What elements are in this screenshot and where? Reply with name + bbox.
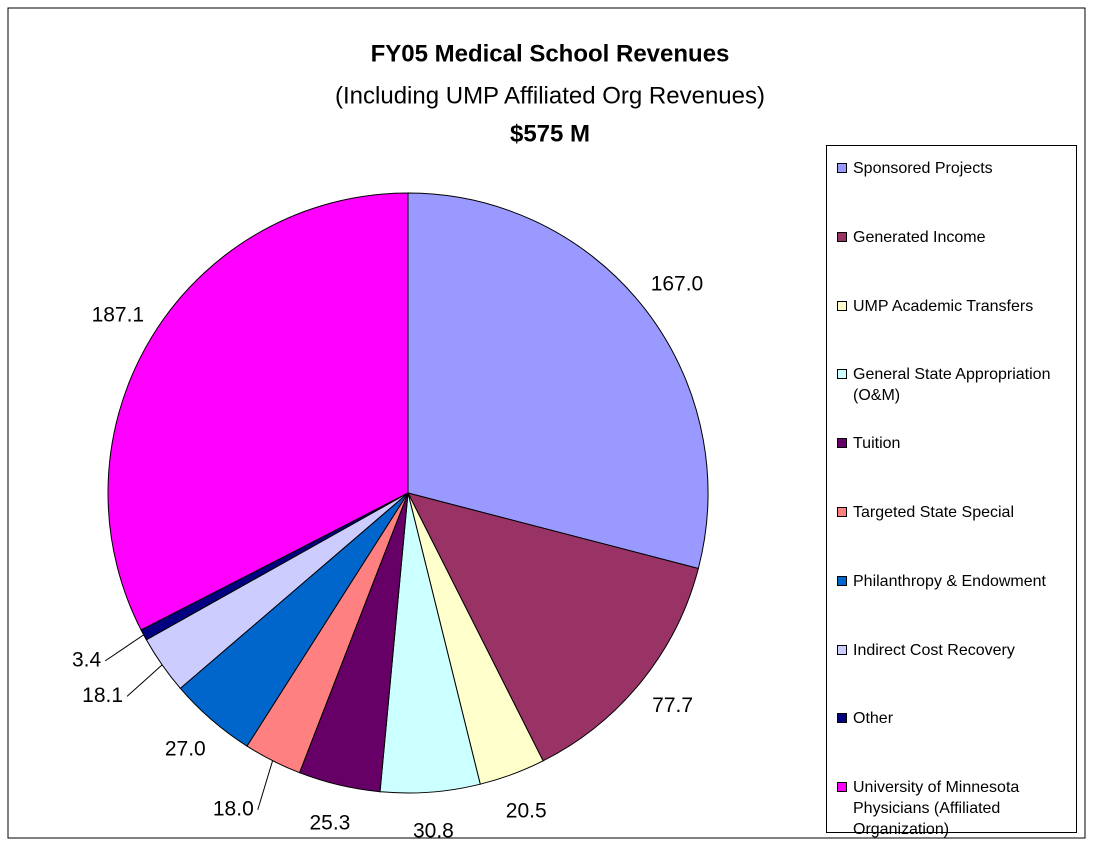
chart-title: FY05 Medical School Revenues [371,40,730,67]
legend-swatch [837,369,847,380]
legend-label: Generated Income [853,228,986,246]
legend-label: University of Minnesota Physicians (Affi… [853,779,1020,839]
legend-label: Other [853,710,894,728]
legend-item: Tuition [837,433,1073,454]
data-label: 18.1 [82,684,123,707]
chart-subtitle: (Including UMP Affiliated Org Revenues) [335,82,765,109]
legend-swatch [837,231,847,242]
data-label: 187.1 [92,303,145,326]
data-label: 167.0 [651,273,704,296]
legend-label: Tuition [853,435,901,453]
data-label: 77.7 [652,694,693,717]
data-label: 20.5 [506,799,547,822]
legend-item: Generated Income [837,227,1073,248]
legend-label: Sponsored Projects [853,160,993,177]
legend-label: Targeted State Special [853,504,1014,521]
legend-item: Indirect Cost Recovery [837,640,1073,661]
legend-label: UMP Academic Transfers [853,297,1034,315]
pie-slice [407,492,699,762]
legend-label: General State Appropriation (O&M) [853,366,1051,405]
legend-item: University of Minnesota Physicians (Affi… [837,777,1073,840]
legend-label: Indirect Cost Recovery [853,641,1015,659]
legend-swatch [837,300,847,311]
leader-line [257,760,274,810]
legend-item: UMP Academic Transfers [837,296,1073,317]
legend-item: Targeted State Special [837,502,1073,523]
legend-swatch [837,438,847,449]
legend: Sponsored Projects Generated Income UMP Ac… [826,145,1077,838]
data-label: 30.8 [413,820,454,843]
legend-item: Philanthropy & Endowment [837,571,1073,592]
legend-item: General State Appropriation (O&M) [837,364,1073,406]
legend-swatch [837,507,847,517]
data-label: 3.4 [72,648,102,671]
legend-swatch [837,782,847,793]
data-label: 25.3 [309,811,350,834]
data-label: 27.0 [165,737,206,760]
legend-swatch [837,713,847,724]
leader-line [104,634,144,662]
leader-line [126,664,163,697]
pie-slice [107,192,409,631]
legend-swatch [837,575,847,586]
legend-swatch [837,163,847,173]
pie-slice [407,192,709,570]
legend-item: Sponsored Projects [837,158,1073,179]
legend-swatch [837,644,847,655]
chart-annotation: $575 M [510,120,590,147]
data-label: 18.0 [213,797,254,820]
legend-label: Philanthropy & Endowment [853,572,1046,590]
legend-item: Other [837,708,1073,729]
